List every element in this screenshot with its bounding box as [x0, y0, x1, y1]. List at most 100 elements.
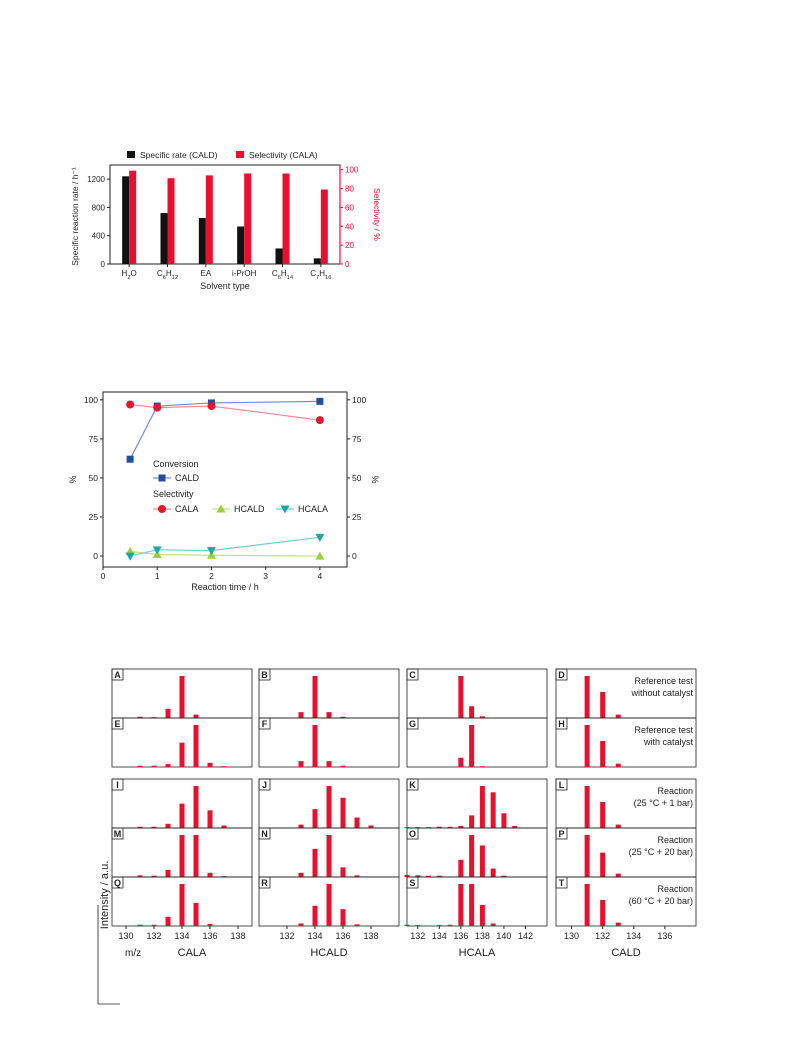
panel-letter-box	[406, 876, 419, 889]
legend-marker-hcala	[280, 505, 290, 514]
ms-bar	[179, 742, 185, 767]
panel-letter: J	[262, 780, 267, 790]
row-label-detail: without catalyst	[630, 688, 693, 698]
ms-bar	[340, 716, 346, 718]
y-tick-label-right: 100	[345, 166, 359, 175]
y-tick-label-left: 25	[89, 512, 99, 522]
ms-bar	[326, 786, 332, 828]
panel-letter: T	[559, 878, 565, 888]
ms-bar	[469, 725, 475, 767]
ms-bar	[615, 922, 621, 926]
series-line-hcala	[129, 536, 320, 557]
spectrum-panel-t	[555, 876, 697, 927]
bar-rate	[313, 258, 321, 264]
ms-bar	[479, 716, 485, 718]
row-label-detail: (25 °C + 1 bar)	[634, 798, 693, 808]
column-title: CALA	[178, 947, 207, 959]
ms-bar	[415, 925, 421, 926]
panel-letter: K	[409, 780, 416, 790]
row-label: Reaction	[657, 786, 693, 796]
ms-bar	[207, 923, 213, 926]
spectrum-panel-b	[258, 668, 400, 719]
ms-bar	[207, 762, 213, 767]
ms-bar	[404, 924, 410, 926]
bar-rate	[275, 248, 283, 264]
panel-letter-box	[258, 827, 271, 840]
bar-selectivity	[320, 189, 328, 264]
panel-letter-box	[555, 876, 568, 889]
ms-bar	[615, 873, 621, 877]
legend-label-selectivity: Selectivity (CALA)	[249, 150, 318, 160]
panel-letter-box	[406, 668, 419, 681]
solvent-rate-selectivity-chart: H2O C6H12 EA i-PrOH C6H14 C7H16 0 400 800 1200 0 20…	[70, 150, 382, 291]
column-title: HCALA	[459, 947, 496, 959]
x-tick-label: H2O	[122, 269, 137, 281]
ms-bar	[151, 765, 157, 767]
ms-bar	[368, 825, 374, 828]
y-tick-label-left: 0	[93, 551, 98, 561]
ms-bar	[479, 845, 485, 877]
ms-bar	[326, 884, 332, 926]
ms-bar	[447, 924, 453, 926]
row-label-detail: with catalyst	[643, 737, 694, 747]
spectrum-panel-c	[406, 668, 548, 719]
bar-selectivity	[167, 178, 175, 264]
ms-bar	[600, 852, 606, 877]
ms-bar	[469, 815, 475, 828]
plot-frame	[109, 164, 341, 265]
row-label: Reaction	[657, 884, 693, 894]
ms-bar	[501, 813, 507, 828]
panel-letter: O	[409, 829, 416, 839]
data-point-cala	[207, 402, 216, 411]
ms-bar	[193, 902, 199, 926]
x-tick-label: 132	[595, 931, 610, 941]
x-tick-label: C6H14	[272, 269, 294, 281]
x-tick-label: 132	[410, 931, 425, 941]
ms-bar	[298, 761, 304, 767]
bar-selectivity	[244, 173, 252, 264]
data-point-cala	[153, 403, 162, 412]
ms-bar	[340, 867, 346, 877]
ms-bar	[207, 810, 213, 828]
panel-letter: F	[262, 719, 268, 729]
ms-bar	[600, 691, 606, 718]
ms-bar	[490, 923, 496, 926]
data-point-cala	[126, 400, 135, 409]
data-point-cald	[126, 455, 134, 463]
y-axis-title-left: %	[68, 475, 78, 483]
row-label: Reference test	[634, 725, 693, 735]
ms-bar	[469, 835, 475, 877]
y-tick-label-right: 40	[345, 222, 354, 231]
x-tick-label: 134	[307, 931, 322, 941]
ms-bar	[584, 884, 590, 926]
ms-bar	[600, 899, 606, 926]
ms-bar	[179, 835, 185, 877]
panel-letter-box	[555, 668, 568, 681]
data-point-hcala	[206, 547, 216, 556]
x-tick-label: 134	[174, 931, 189, 941]
ms-bar	[151, 924, 157, 926]
legend-marker-cald	[158, 474, 166, 482]
ms-bar	[584, 725, 590, 767]
row-label-detail: (60 °C + 20 bar)	[629, 896, 693, 906]
legend-swatch-rate	[127, 151, 135, 158]
legend-swatch-selectivity	[236, 151, 244, 158]
ms-bar	[137, 875, 143, 877]
x-tick-label: 142	[518, 931, 533, 941]
bar-rate	[122, 176, 130, 264]
panel-letter-box	[555, 827, 568, 840]
ms-bar	[312, 809, 318, 828]
legend-group-selectivity: Selectivity	[153, 489, 194, 499]
panel-letter-box	[406, 778, 419, 791]
y-axis-title-right: Selectivity / %	[372, 188, 382, 241]
ms-bar	[415, 827, 421, 828]
bar-selectivity	[282, 173, 290, 264]
x-tick-label: 4	[318, 571, 323, 581]
panel-letter-box	[258, 778, 271, 791]
y-tick-label-left: 0	[101, 260, 106, 269]
legend-marker-hcald	[216, 504, 226, 513]
panel-letter-box	[111, 717, 124, 730]
ms-bar	[151, 826, 157, 828]
ms-bar	[312, 905, 318, 926]
ms-bar	[415, 875, 421, 877]
